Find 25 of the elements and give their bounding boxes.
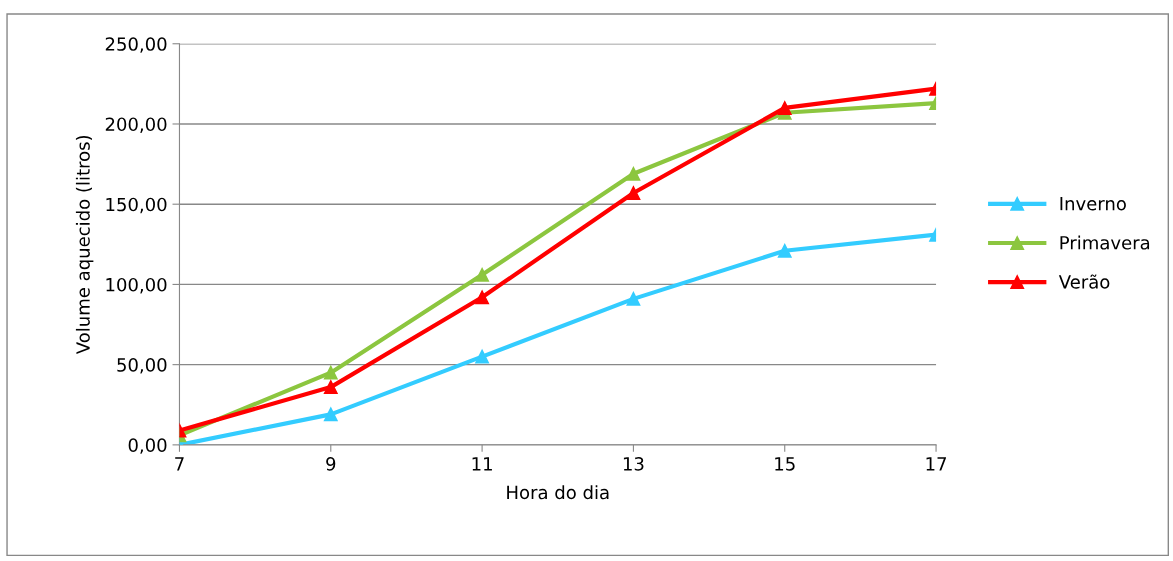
- y-tick-label: 0,00: [128, 438, 167, 454]
- legend-label: Primavera: [1060, 235, 1150, 250]
- x-tick-label: 15: [775, 457, 795, 471]
- y-axis-title: Volume aquecido (litros): [75, 135, 94, 355]
- point: [475, 267, 490, 282]
- x-tick-label: 13: [623, 457, 644, 471]
- point: [777, 243, 792, 258]
- point: [475, 349, 490, 364]
- point: [475, 290, 490, 305]
- y-tick-label: 150,00: [106, 197, 167, 214]
- y-tick-label: 100,00: [106, 277, 167, 294]
- y-tick-label: 50,00: [117, 358, 167, 374]
- x-axis-title: Hora do dia: [507, 485, 609, 500]
- y-tick-label: 250,00: [105, 37, 167, 53]
- point: [626, 291, 641, 306]
- x-tick-label: 17: [926, 457, 946, 471]
- point: [777, 100, 792, 115]
- legend-label: Inverno: [1060, 196, 1126, 211]
- legend-label: Verão: [1058, 274, 1110, 289]
- y-tick-label: 200,00: [105, 117, 167, 133]
- x-tick-label: 9: [326, 457, 336, 471]
- point: [626, 186, 641, 200]
- x-tick-label: 7: [175, 457, 184, 471]
- point: [626, 166, 641, 181]
- x-tick-label: 11: [472, 457, 492, 471]
